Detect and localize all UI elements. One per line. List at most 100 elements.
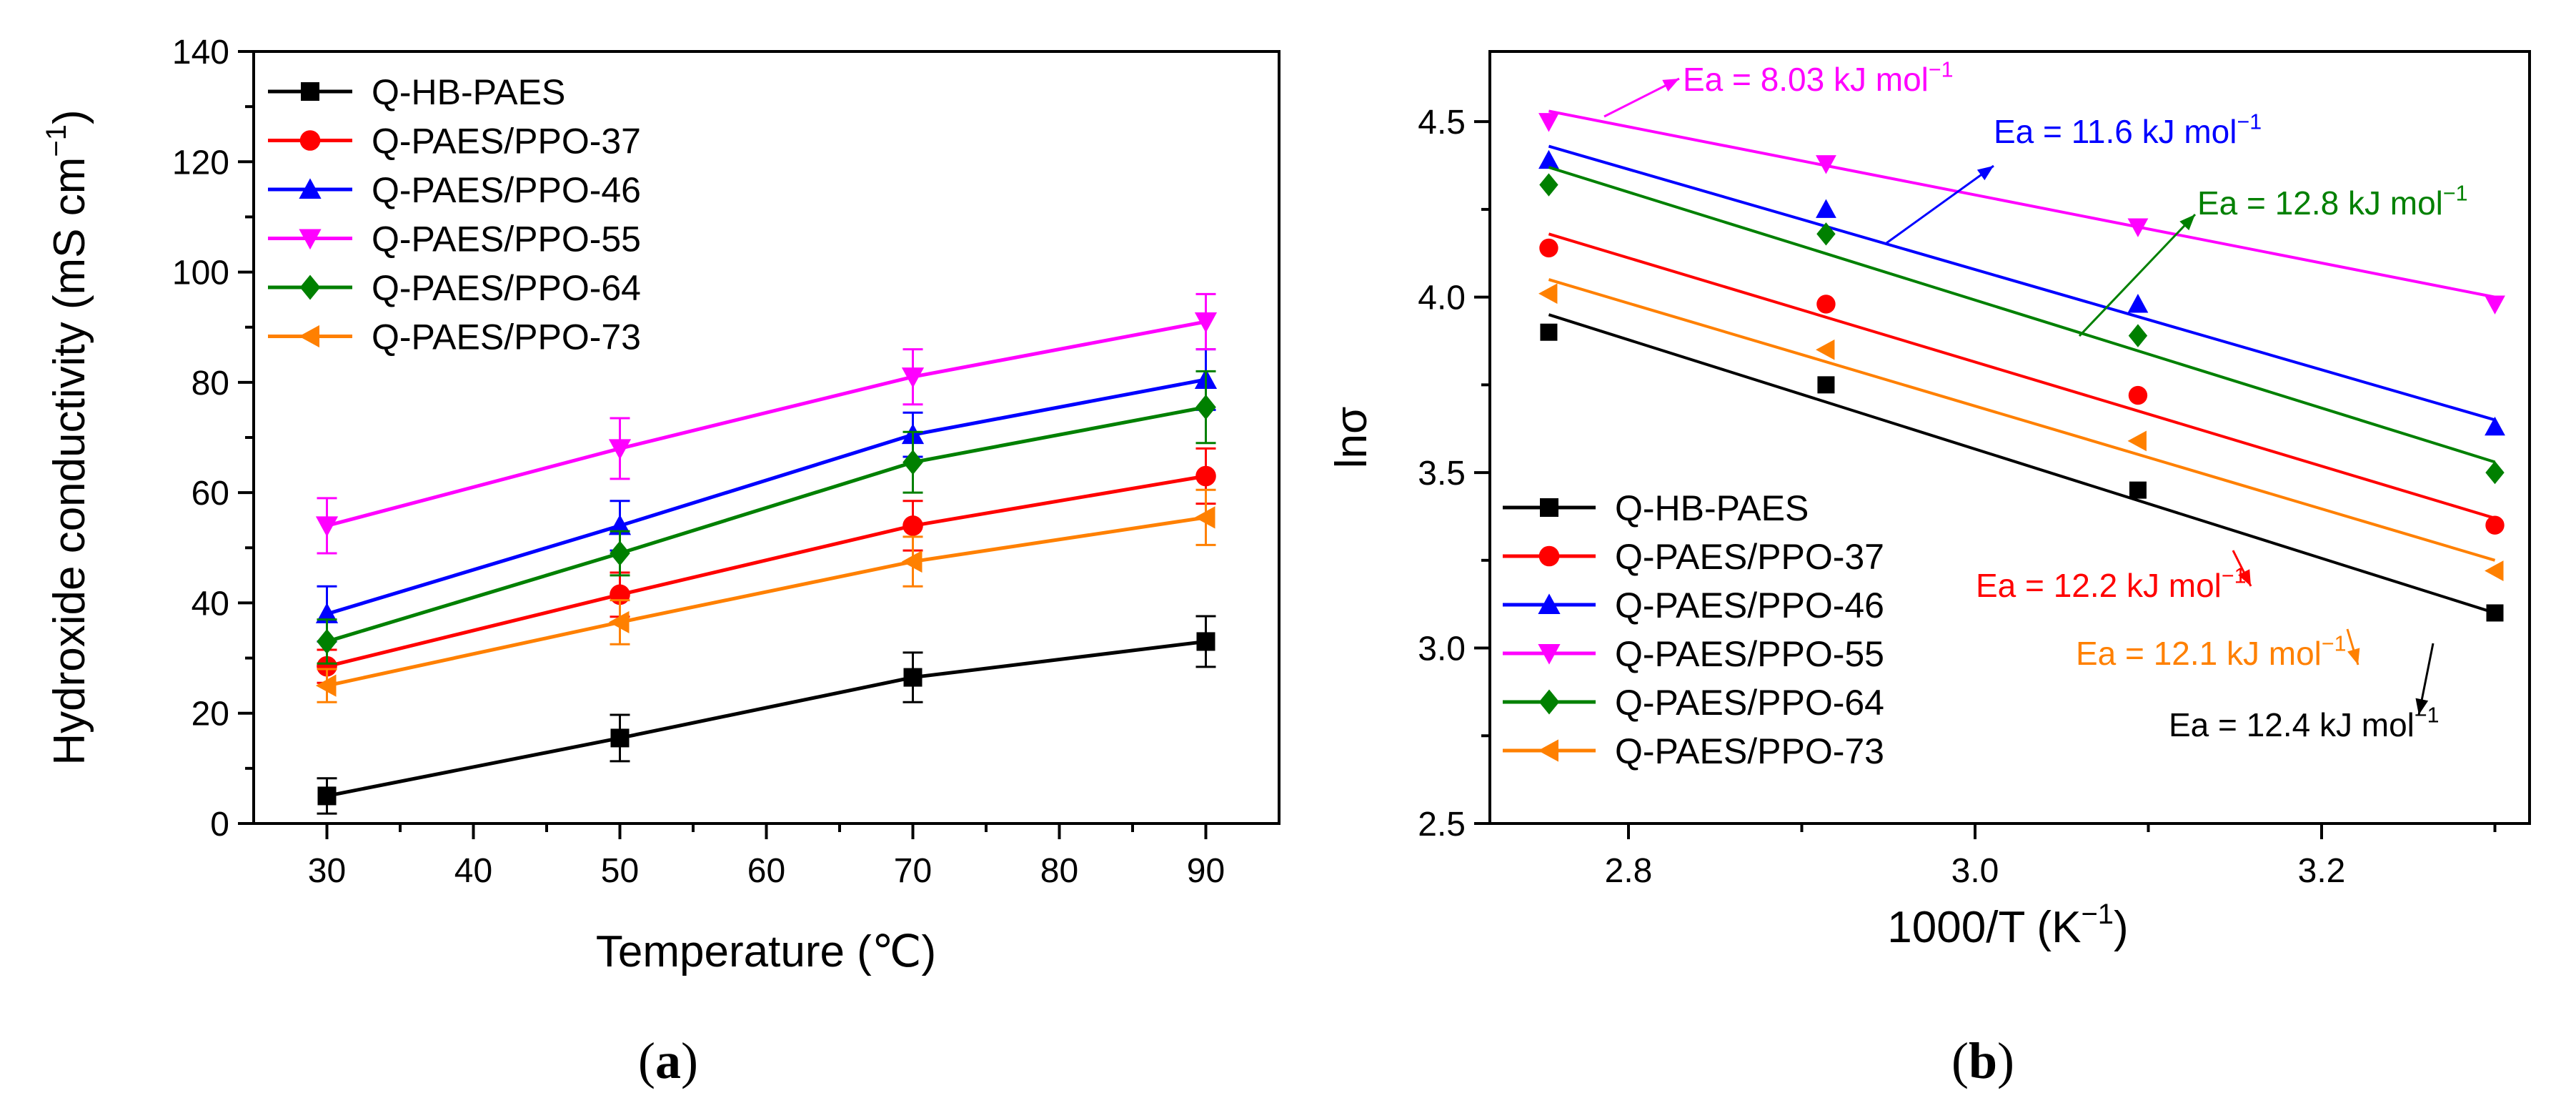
chart-b-series-0: [1540, 313, 2504, 622]
chart-a-y-tick-label: 100: [172, 254, 229, 292]
chart-b-annotation: Ea = 11.6 kJ mol−1: [1886, 111, 2262, 244]
chart-a-series: [315, 292, 1218, 815]
chart-b-y-axis-title: lnσ: [1327, 407, 1376, 469]
chart-b-data-point: [2485, 295, 2505, 315]
chart-b-x-tick-label: 3.2: [2298, 852, 2346, 890]
chart-b-x-tick-label: 2.8: [1605, 852, 1653, 890]
chart-a-legend-item: Q-HB-PAES: [268, 72, 565, 112]
chart-b-legend-label: Q-PAES/PPO-64: [1615, 683, 1884, 723]
chart-a-x-tick-label: 80: [1040, 852, 1078, 890]
chart-a-legend-label: Q-PAES/PPO-55: [372, 219, 641, 259]
chart-a-data-point: [315, 603, 339, 623]
chart-a-legend-marker: [299, 178, 322, 199]
chart-b-data-point: [1817, 376, 1835, 394]
chart-b-series: [1538, 109, 2505, 622]
chart-a-legend-marker: [301, 82, 319, 101]
chart-a-data-point: [1196, 632, 1215, 651]
chart-b-fit-line: [1548, 278, 2496, 562]
chart-b-legend-label: Q-HB-PAES: [1615, 488, 1809, 528]
chart-a-data-point: [903, 668, 923, 687]
chart-b-fit-line: [1548, 166, 2496, 464]
chart-b-data-point: [2485, 515, 2505, 535]
chart-a-legend-marker: [299, 325, 319, 348]
chart-a-data-point: [1195, 395, 1216, 420]
chart-b-annotation-label: Ea = 12.1 kJ mol−1: [2076, 633, 2347, 672]
chart-b-data-point: [2127, 294, 2149, 313]
chart-b: 2.8 3.0 3.2 2.5 3.0 3.5 4.0 4.5 Q-HB-PAES Q-PAES…: [1327, 50, 2531, 1089]
chart-a-x-axis-title: Temperature (℃): [596, 927, 936, 976]
chart-b-annotation-label: Ea = 12.2 kJ mol−1: [1976, 565, 2247, 604]
chart-b-annotation: Ea = 12.8 kJ mol−1: [2078, 182, 2468, 337]
chart-b-data-point: [2128, 385, 2148, 405]
chart-a-series-line: [326, 515, 1206, 688]
chart-b-annotation-label: Ea = 12.4 kJ mol−1: [2169, 704, 2440, 743]
chart-b-legend-marker: [1540, 498, 1558, 517]
chart-b-legend-label: Q-PAES/PPO-55: [1615, 634, 1884, 674]
chart-a-y-tick-label: 0: [210, 806, 229, 844]
chart-b-series-3: [1538, 109, 2505, 315]
chart-b-annotation: Ea = 8.03 kJ mol−1: [1603, 59, 1954, 118]
chart-a-legend: Q-HB-PAES Q-PAES/PPO-37 Q-PAES/PPO-46 Q-PAE…: [268, 72, 641, 357]
chart-b-data-point: [2485, 560, 2504, 581]
chart-a-legend-marker: [299, 130, 321, 151]
chart-a-legend-marker: [299, 274, 321, 300]
chart-b-data-point: [2128, 324, 2148, 347]
chart-b-series-5: [1538, 278, 2504, 581]
chart-a-y-tick-label: 120: [172, 144, 229, 182]
chart-b-annotation-label: Ea = 8.03 kJ mol−1: [1683, 59, 1954, 98]
chart-a-data-point: [1194, 506, 1215, 529]
chart-a-y-tick-label: 80: [192, 365, 229, 402]
chart-a-data-point: [901, 367, 925, 388]
chart-b-data-point: [1539, 173, 1558, 197]
chart-a-series-line: [326, 377, 1206, 616]
chart-b-axes: 2.8 3.0 3.2 2.5 3.0 3.5 4.0 4.5: [1418, 104, 2497, 890]
chart-b-data-point: [1816, 295, 1836, 314]
chart-a-data-point: [608, 439, 632, 460]
chart-a-legend-item: Q-PAES/PPO-55: [268, 219, 641, 259]
chart-b-data-point: [1540, 323, 1558, 341]
chart-b-annotation-arrowhead: [2415, 698, 2429, 715]
chart-a-legend-label: Q-PAES/PPO-64: [372, 268, 641, 308]
chart-b-legend-item: Q-HB-PAES: [1503, 488, 1809, 528]
chart-a-data-point: [902, 450, 923, 475]
chart-a-y-tick-label: 20: [192, 696, 229, 733]
chart-a-x-tick-label: 60: [747, 852, 785, 890]
chart-b-series-4: [1539, 166, 2505, 485]
chart-a-data-point: [317, 786, 337, 806]
chart-a-x-tick-label: 70: [894, 852, 932, 890]
chart-a-legend-item: Q-PAES/PPO-64: [268, 268, 641, 308]
chart-a-data-point: [315, 516, 339, 538]
chart-b-data-point: [1816, 222, 1836, 246]
chart-b-legend-label: Q-PAES/PPO-46: [1615, 585, 1884, 625]
chart-b-data-point: [1538, 113, 1559, 132]
chart-b-annotation-arrowhead: [1662, 79, 1679, 91]
chart-a-y-axis-title: Hydroxide conductivity (mS cm−1): [41, 109, 94, 765]
chart-a-data-point: [317, 628, 337, 654]
chart-b-data-point: [1816, 199, 1836, 218]
chart-b-series-2: [1538, 144, 2505, 436]
chart-b-legend-marker: [1538, 689, 1560, 715]
chart-b-annotation-arrowhead: [2347, 648, 2360, 665]
chart-b-data-point: [1539, 238, 1558, 258]
chart-a-data-point: [317, 656, 337, 677]
chart-a-x-tick-label: 30: [308, 852, 346, 890]
chart-b-y-tick-label: 4.0: [1418, 280, 1466, 317]
chart-b-data-point: [1538, 283, 1558, 305]
chart-a-series-1: [317, 447, 1216, 684]
chart-b-legend-marker: [1538, 545, 1560, 567]
chart-a-series-line: [327, 639, 1206, 798]
chart-a-series-3: [315, 292, 1218, 555]
chart-a-legend-item: Q-PAES/PPO-46: [268, 170, 641, 210]
chart-b-data-point: [2129, 481, 2147, 499]
chart-b-legend-marker: [1538, 739, 1558, 762]
chart-a-data-point: [902, 515, 923, 536]
chart-b-y-tick-label: 4.5: [1418, 104, 1466, 142]
chart-a-data-point: [608, 610, 630, 634]
chart-b-legend-marker: [1538, 593, 1561, 614]
chart-a-series-4: [317, 370, 1216, 665]
chart-b-series-1: [1539, 232, 2505, 535]
chart-b-data-point: [2486, 604, 2504, 622]
chart-a-data-point: [1195, 465, 1216, 487]
chart-b-annotation-arrow: [2078, 213, 2197, 337]
